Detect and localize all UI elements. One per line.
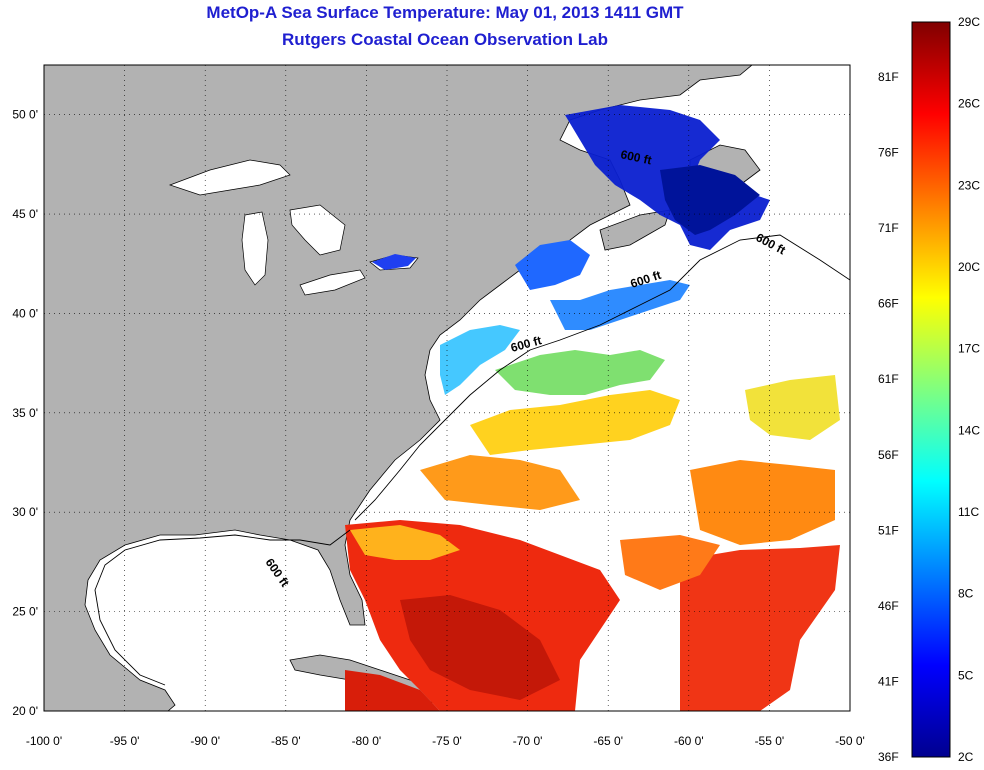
longitude-tick-label: -60 0' — [674, 734, 704, 748]
sst-gulf-stream-yellow — [470, 390, 680, 455]
colorbar-celsius-label: 29C — [958, 15, 980, 29]
map-title: MetOp-A Sea Surface Temperature: May 01,… — [206, 3, 684, 22]
colorbar-celsius-label: 17C — [958, 342, 980, 356]
colorbar-fahrenheit-label: 36F — [878, 750, 899, 764]
latitude-tick-label: 25 0' — [12, 605, 38, 619]
longitude-tick-label: -75 0' — [432, 734, 462, 748]
lake-michigan — [241, 211, 269, 286]
sst-east-orange-south — [620, 535, 720, 590]
latitude-tick-label: 20 0' — [12, 704, 38, 718]
longitude-tick-label: -70 0' — [513, 734, 543, 748]
land-north-america — [44, 65, 753, 711]
longitude-tick-label: -55 0' — [755, 734, 785, 748]
map-frame — [43, 64, 851, 712]
sst-cuba-north-red — [345, 670, 440, 711]
sst-orange-band — [420, 455, 580, 510]
longitude-tick-label: -50 0' — [835, 734, 865, 748]
longitude-labels: -100 0' -95 0' -90 0' -85 0' -80 0' -75 0' -70… — [26, 734, 865, 748]
longitude-tick-label: -80 0' — [352, 734, 382, 748]
latitude-tick-label: 35 0' — [12, 406, 38, 420]
colorbar — [911, 21, 951, 758]
colorbar-celsius-label: 5C — [958, 668, 974, 682]
colorbar-fahrenheit-label: 76F — [878, 146, 899, 160]
colorbar-celsius-label: 26C — [958, 97, 980, 111]
colorbar-fahrenheit-label: 56F — [878, 448, 899, 462]
sst-mid-atlantic-shelf — [440, 325, 520, 395]
colorbar-fahrenheit-label: 71F — [878, 221, 899, 235]
land-nova-scotia — [599, 209, 671, 251]
latitude-tick-label: 30 0' — [12, 505, 38, 519]
lake-erie — [299, 269, 366, 296]
colorbar-celsius-label: 23C — [958, 178, 980, 192]
longitude-tick-label: -95 0' — [110, 734, 140, 748]
colorbar-labels: 29C 26C 23C 20C 17C 14C 11C 8C 5C 2C 81F 76F 71F 66F 6… — [878, 15, 980, 764]
sst-florida-orange — [350, 525, 460, 560]
colorbar-fahrenheit-label: 41F — [878, 674, 899, 688]
colorbar-celsius-label: 8C — [958, 587, 974, 601]
sst-great-lake-blue — [372, 254, 416, 270]
longitude-tick-label: -65 0' — [593, 734, 623, 748]
sst-east-yellow — [745, 375, 840, 440]
longitude-tick-label: -90 0' — [190, 734, 220, 748]
colorbar-fahrenheit-label: 61F — [878, 372, 899, 386]
colorbar-fahrenheit-label: 81F — [878, 70, 899, 84]
latitude-tick-label: 40 0' — [12, 306, 38, 320]
sst-east-red — [680, 545, 840, 711]
map-subtitle: Rutgers Coastal Ocean Observation Lab — [282, 30, 608, 49]
longitude-tick-label: -100 0' — [26, 734, 62, 748]
latitude-labels: 50 0' 45 0' 40 0' 35 0' 30 0' 25 0' 20 0' — [12, 108, 38, 718]
sst-caribbean-dark-red — [400, 595, 560, 700]
isobath-600ft — [94, 234, 850, 686]
latitude-tick-label: 45 0' — [12, 207, 38, 221]
colorbar-celsius-label: 2C — [958, 750, 974, 764]
lake-superior — [168, 159, 291, 196]
sst-east-orange — [690, 460, 835, 545]
lake-huron — [289, 204, 346, 256]
colorbar-fahrenheit-label: 51F — [878, 523, 899, 537]
sst-scotian-shelf — [550, 280, 690, 330]
longitude-tick-label: -85 0' — [271, 734, 301, 748]
colorbar-celsius-label: 11C — [958, 505, 979, 519]
colorbar-fahrenheit-label: 46F — [878, 599, 899, 613]
sst-gulf-of-maine — [515, 240, 590, 290]
sst-slope-green — [495, 350, 665, 395]
sst-cold-newfoundland — [660, 165, 760, 235]
contour-label: 600 ft — [619, 147, 653, 167]
latitude-tick-label: 50 0' — [12, 108, 38, 122]
colorbar-celsius-label: 20C — [958, 260, 980, 274]
colorbar-celsius-label: 14C — [958, 423, 980, 437]
colorbar-fahrenheit-label: 66F — [878, 297, 899, 311]
